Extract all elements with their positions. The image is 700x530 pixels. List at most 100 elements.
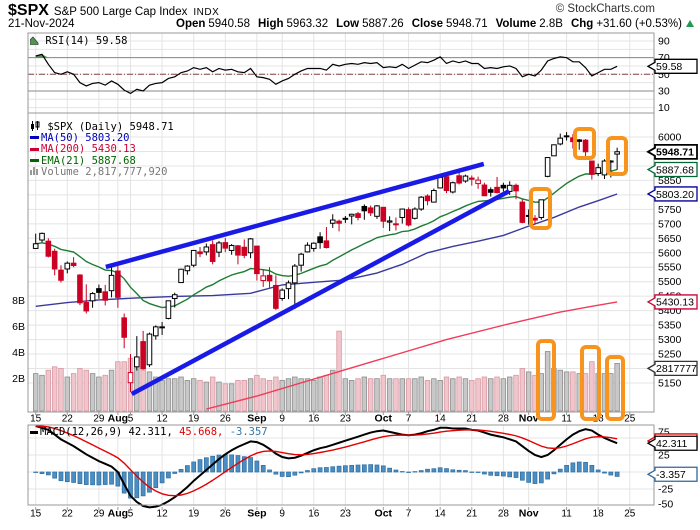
macd-histogram-bar — [475, 471, 481, 473]
macd-histogram-bar — [336, 465, 342, 473]
legend-ema21-row: EMA(21) 5887.68 — [30, 155, 174, 168]
change-value: +31.60 (+0.53%) — [596, 18, 682, 30]
price-tick-label: 5150 — [658, 377, 682, 389]
macd-tick-label: 75 — [658, 427, 670, 439]
macd-histogram-bar — [545, 471, 550, 480]
macd-histogram-bar — [185, 465, 190, 473]
macd-signal-line — [35, 425, 618, 497]
date-label: 5 — [128, 509, 134, 520]
macd-histogram-bar — [589, 465, 595, 473]
macd-histogram-bar — [52, 471, 58, 479]
macd-histogram-bar — [368, 464, 374, 473]
macd-histogram-bar — [77, 471, 83, 485]
macd-histogram-bar — [330, 466, 336, 473]
macd-histogram-bar — [90, 471, 95, 486]
highlight-box — [529, 187, 552, 230]
index-name: S&P 500 Large Cap Index — [53, 6, 188, 18]
macd-histogram-bar — [519, 471, 525, 481]
macd-histogram-bar — [570, 462, 576, 473]
macd-histogram-bar — [602, 471, 607, 474]
close-label: Close — [411, 18, 444, 30]
date-label: 22 — [62, 414, 74, 425]
macd-histogram-bar — [538, 471, 544, 484]
price-callout — [646, 186, 698, 202]
macd-histogram-bar — [254, 460, 260, 473]
macd-histogram-bar — [393, 469, 399, 473]
date-label: 25 — [624, 414, 636, 425]
macd-histogram-bar — [469, 471, 475, 473]
macd-histogram-bar — [83, 471, 89, 485]
macd-histogram-bar — [305, 470, 310, 473]
date-label: 9 — [279, 414, 285, 425]
date-label: 26 — [220, 509, 232, 520]
change-label: Chg — [570, 18, 594, 30]
date-label: 7 — [406, 414, 412, 425]
macd-histogram-bar — [406, 471, 411, 473]
macd-histogram-bar — [444, 468, 449, 473]
macd-histogram-bar — [595, 469, 601, 473]
ema21-line-icon — [30, 159, 39, 162]
candlestick-icon — [31, 121, 40, 131]
macd-histogram-bar — [128, 471, 133, 499]
quote-line: 21-Nov-2024 Open 5940.58 High 5963.32 Low 5887… — [8, 18, 694, 30]
date-label: 7 — [406, 509, 412, 520]
macd-histogram-bar — [273, 471, 279, 475]
macd-histogram-bar — [374, 464, 380, 473]
macd-histogram-bar — [482, 471, 487, 475]
date-label: 15 — [30, 414, 42, 425]
macd-histogram-bar — [58, 471, 64, 482]
price-tick-label: 5600 — [658, 247, 682, 259]
macd-histogram-bar — [317, 467, 323, 473]
macd-histogram-bar — [178, 469, 184, 473]
price-tick-label: 5750 — [658, 204, 682, 216]
legend-ma50-text: MA(50) 5803.20 — [41, 131, 130, 144]
volume-bars-icon — [30, 167, 39, 179]
macd-histogram-bar — [102, 471, 108, 485]
macd-histogram-bar — [166, 471, 171, 479]
highlight-box — [573, 127, 596, 160]
highlight-box — [605, 355, 625, 421]
price-callout — [646, 360, 698, 377]
macd-histogram-bar — [437, 467, 443, 473]
price-callout-text: 2817777 — [656, 363, 697, 375]
macd-histogram-bar — [431, 468, 437, 473]
ma200-line-icon — [30, 147, 39, 151]
rsi-legend: RSI(14) 59.58 — [29, 35, 128, 48]
price-callout — [646, 294, 698, 310]
macd-histogram-bar — [109, 471, 114, 485]
rsi-tick-label: 90 — [658, 36, 670, 48]
macd-histogram-bar — [191, 461, 197, 473]
exchange-code: INDX — [193, 7, 220, 18]
date-label: 29 — [93, 414, 105, 425]
macd-histogram-bar — [267, 469, 272, 473]
price-tick-label: 5500 — [658, 276, 682, 288]
price-tick-label: 5550 — [658, 262, 682, 274]
date-label: Aug — [108, 508, 128, 520]
date-label: 21 — [466, 509, 478, 520]
price-tick-label: 5300 — [658, 334, 682, 346]
price-callout-text: 5803.20 — [656, 189, 694, 201]
rsi-callout-text: 59.58 — [656, 61, 682, 73]
rsi-legend-text: RSI(14) 59.58 — [45, 35, 128, 47]
macd-histogram-bar — [134, 471, 140, 499]
macd-histogram-bar — [298, 471, 304, 474]
rsi-tick-label: 50 — [658, 69, 670, 81]
macd-callout-text: -3.357 — [656, 469, 686, 481]
quote-date: 21-Nov-2024 — [8, 18, 75, 30]
macd-histogram-bar — [96, 471, 102, 486]
date-label: 12 — [157, 414, 169, 425]
macd-histogram-bar — [248, 457, 253, 473]
macd-legend-name: MACD(12,26,9) — [40, 426, 123, 438]
macd-histogram-bar — [260, 465, 266, 473]
macd-legend: MACD(12,26,9) 42.311, 45.668, -3.357 — [30, 426, 268, 439]
date-label: Sep — [247, 508, 266, 520]
macd-histogram-bar — [311, 468, 317, 473]
low-value: 5887.26 — [362, 18, 404, 30]
macd-callout-text: 42.311 — [656, 438, 687, 450]
ma200-line — [206, 301, 618, 410]
date-label: 18 — [593, 509, 605, 520]
macd-tick-label: -50 — [658, 499, 673, 511]
macd-histogram-bar — [412, 471, 418, 473]
date-label: Aug — [108, 413, 128, 425]
